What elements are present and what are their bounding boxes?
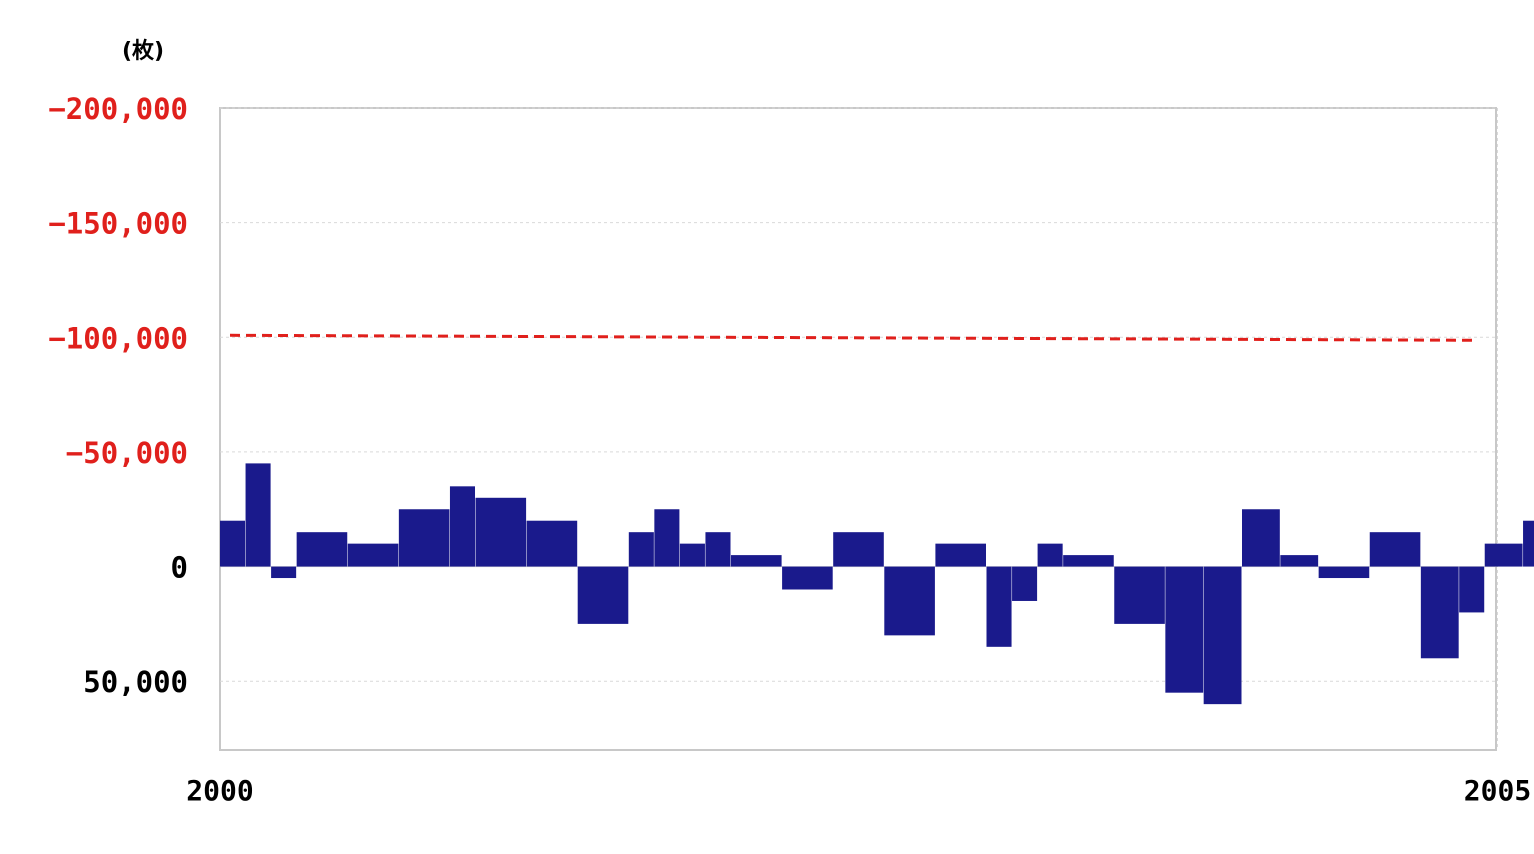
y-axis-unit-label: (枚) <box>122 38 164 64</box>
y-tick-label: −100,000 <box>48 321 188 355</box>
data-bar <box>1369 532 1421 567</box>
data-bar <box>1459 566 1485 613</box>
y-tick-label: −50,000 <box>66 436 188 470</box>
data-bar <box>1318 566 1370 579</box>
data-bar <box>1203 566 1242 705</box>
data-bar <box>731 555 782 567</box>
data-bar <box>782 566 833 590</box>
data-bar <box>577 566 629 624</box>
data-bar <box>347 543 399 567</box>
y-tick-label: 0 <box>171 551 188 585</box>
data-bar <box>245 463 271 567</box>
data-bar <box>935 543 986 567</box>
data-bar <box>1420 566 1459 659</box>
bar-series <box>220 463 1534 705</box>
y-tick-label: −150,000 <box>48 207 188 241</box>
y-axis-tick-labels: −200,000 −150,000 −100,000 −50,000 0 50,000 <box>48 92 188 699</box>
data-bar <box>1484 543 1523 567</box>
data-bar <box>1012 566 1038 601</box>
data-bar <box>271 566 297 579</box>
data-bar <box>449 486 475 567</box>
y-tick-label: −200,000 <box>48 92 188 126</box>
x-axis-tick-labels: 20002005201020152020 <box>186 774 1531 807</box>
data-bar <box>833 532 884 567</box>
data-bar <box>1063 555 1114 567</box>
data-bar <box>1165 566 1204 693</box>
data-bar <box>654 509 680 567</box>
data-bar <box>679 543 705 567</box>
data-bar <box>705 532 731 567</box>
x-tick-label: 2000 <box>186 774 253 807</box>
data-bar <box>1037 543 1063 567</box>
data-bar <box>628 532 654 567</box>
y-tick-label: 50,000 <box>83 665 188 699</box>
data-bar <box>1523 520 1534 567</box>
x-tick-label: 2005 <box>1464 774 1531 807</box>
data-bar <box>475 497 527 567</box>
data-bar <box>1280 555 1319 567</box>
data-bar <box>884 566 935 636</box>
data-bar <box>526 520 578 567</box>
data-bar <box>986 566 1012 647</box>
data-bar <box>398 509 450 567</box>
data-bar <box>1242 509 1280 567</box>
data-bar <box>220 520 246 567</box>
plot-area <box>219 107 1497 751</box>
data-bar <box>1114 566 1165 624</box>
data-bar <box>296 532 348 567</box>
